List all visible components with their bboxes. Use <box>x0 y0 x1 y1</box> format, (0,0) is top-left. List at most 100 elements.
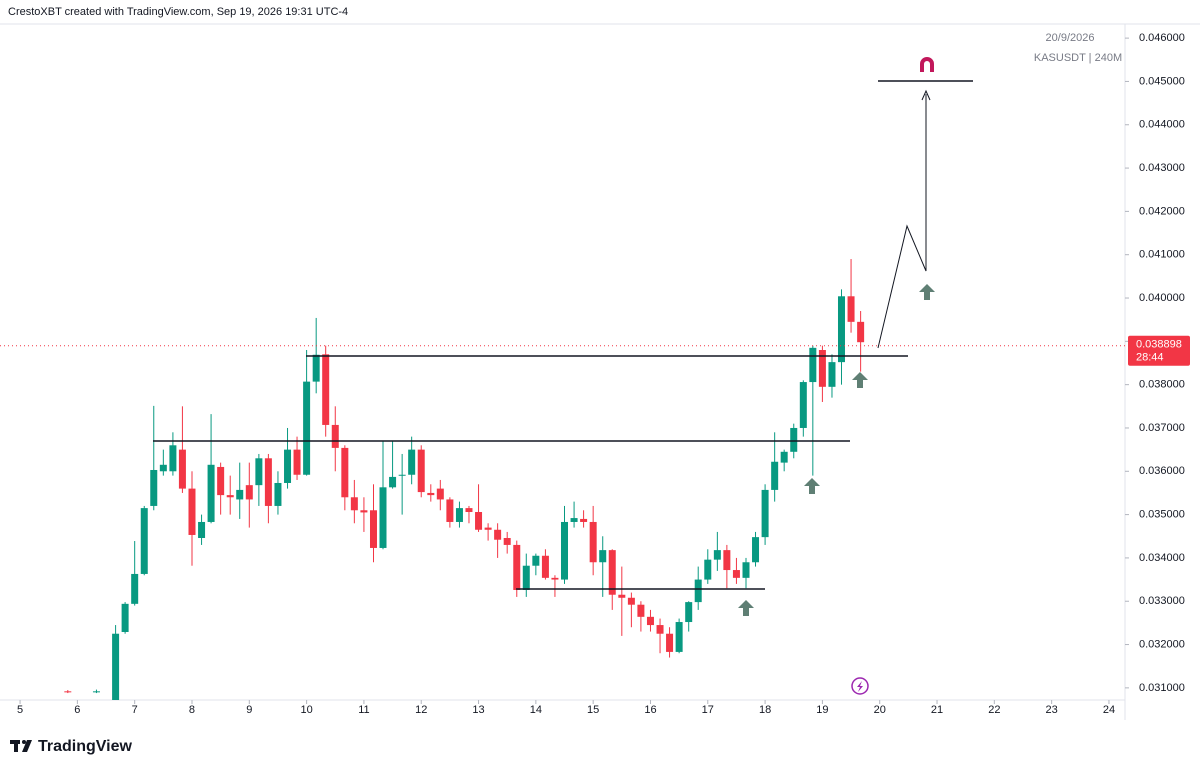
candle-body <box>580 518 588 522</box>
candle-body <box>379 487 387 548</box>
logo-mark <box>22 740 26 744</box>
candle-body <box>322 354 330 425</box>
x-tick-label: 10 <box>300 704 312 716</box>
candle-body <box>446 499 454 522</box>
x-tick-label: 14 <box>530 704 542 716</box>
logo-mark <box>22 740 32 752</box>
projection-path <box>877 94 927 349</box>
candle-body <box>350 497 358 511</box>
candle-body <box>704 559 712 580</box>
candle-body <box>465 508 473 513</box>
logo-mark <box>14 740 18 752</box>
x-tick-label: 13 <box>472 704 484 716</box>
candle-body <box>627 597 635 605</box>
candle-body <box>818 350 826 387</box>
candle-body <box>857 321 865 343</box>
candle-body <box>570 518 578 522</box>
candle-body <box>799 382 807 428</box>
candle-body <box>837 296 845 363</box>
candle-body <box>752 537 760 563</box>
candle-body <box>112 633 120 700</box>
x-tick-label: 19 <box>816 704 828 716</box>
date-label: 20/9/2026 <box>1046 32 1095 44</box>
candle-body <box>169 445 177 472</box>
candle-body <box>64 691 72 693</box>
y-tick-label: 0.045000 <box>1139 75 1185 87</box>
candle-body <box>503 537 511 545</box>
x-tick-label: 7 <box>132 704 138 716</box>
candle-body <box>513 544 521 590</box>
up-arrow <box>919 284 935 300</box>
candle-body <box>293 449 301 475</box>
alert-icon[interactable] <box>851 677 869 695</box>
x-tick-label: 6 <box>74 704 80 716</box>
candle-body <box>599 550 607 563</box>
candle-body <box>398 474 406 476</box>
magnet-icon <box>920 57 934 72</box>
candle-body <box>331 424 339 448</box>
candle-body <box>589 521 597 563</box>
candle-body <box>341 447 349 498</box>
candle-body <box>522 565 530 590</box>
y-tick-label: 0.037000 <box>1139 422 1185 434</box>
x-tick-label: 22 <box>988 704 1000 716</box>
x-tick-label: 24 <box>1103 704 1115 716</box>
candle-body <box>732 570 740 578</box>
y-tick-label: 0.035000 <box>1139 509 1185 521</box>
candle-body <box>484 527 492 530</box>
candle-body <box>360 510 368 513</box>
candle-body <box>608 550 616 595</box>
candle-body <box>284 449 292 483</box>
x-tick-label: 15 <box>587 704 599 716</box>
x-tick-label: 12 <box>415 704 427 716</box>
candle-body <box>713 550 721 560</box>
arrows <box>738 284 935 616</box>
x-tick-label: 18 <box>759 704 771 716</box>
countdown-label: 28:44 <box>1136 352 1164 364</box>
candle-body <box>561 521 569 580</box>
candle-body <box>427 492 435 496</box>
candle-body <box>646 616 654 626</box>
x-tick-label: 8 <box>189 704 195 716</box>
candle-body <box>92 691 100 693</box>
candle-body <box>408 449 416 475</box>
plot <box>64 259 865 700</box>
y-tick-label: 0.034000 <box>1139 552 1185 564</box>
candle-body <box>198 521 206 538</box>
candle-body <box>637 604 645 617</box>
candle-body <box>417 449 425 493</box>
header: CrestoXBT created with TradingView.com, … <box>8 6 348 18</box>
y-tick-label: 0.038000 <box>1139 379 1185 391</box>
candle-body <box>780 451 788 463</box>
candle-body <box>666 633 674 652</box>
y-tick-label: 0.031000 <box>1139 682 1185 694</box>
candle-body <box>245 485 253 500</box>
candle-body <box>723 550 731 571</box>
candle-body <box>541 555 549 578</box>
candle-body <box>656 625 664 634</box>
candle-body <box>131 573 139 604</box>
y-tick-label: 0.032000 <box>1139 638 1185 650</box>
candle-body <box>178 449 186 489</box>
y-tick-label: 0.040000 <box>1139 292 1185 304</box>
up-arrow <box>852 372 868 388</box>
candle-body <box>121 603 129 632</box>
x-tick-label: 21 <box>931 704 943 716</box>
candle-body <box>140 508 148 574</box>
x-tick-label: 5 <box>17 704 23 716</box>
drawings <box>153 80 973 590</box>
y-tick-label: 0.041000 <box>1139 249 1185 261</box>
y-tick-label: 0.036000 <box>1139 465 1185 477</box>
candle-body <box>675 622 683 652</box>
candle-body <box>618 594 626 598</box>
y-tick-label: 0.043000 <box>1139 162 1185 174</box>
up-arrow <box>738 600 754 616</box>
candle-body <box>255 458 263 486</box>
candle-body <box>532 555 540 566</box>
x-tick-label: 11 <box>358 704 369 716</box>
x-tick-label: 9 <box>246 704 252 716</box>
candle-body <box>303 381 311 475</box>
